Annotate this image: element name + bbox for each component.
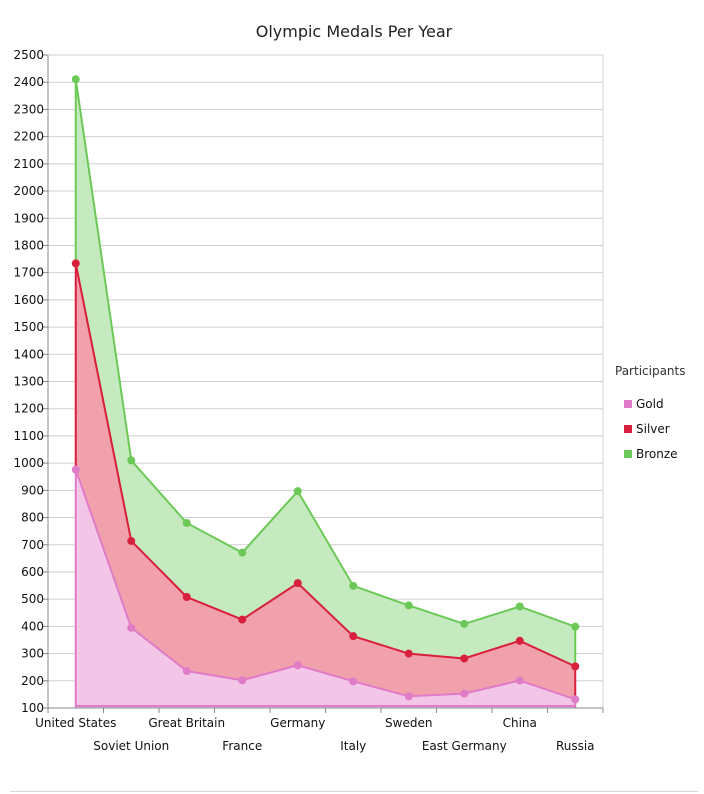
x-tick-label: Germany	[270, 716, 325, 730]
point-gold[interactable]	[571, 695, 580, 704]
x-tick-label: China	[503, 716, 537, 730]
y-tick-label: 2300	[13, 102, 44, 116]
point-silver[interactable]	[571, 662, 580, 671]
y-tick-label: 500	[21, 592, 44, 606]
legend-label-bronze[interactable]: Bronze	[636, 447, 678, 461]
point-bronze[interactable]	[71, 75, 80, 84]
point-bronze[interactable]	[460, 619, 469, 628]
legend-swatch-silver	[624, 425, 632, 433]
y-tick-label: 300	[21, 647, 44, 661]
y-tick-label: 2500	[13, 48, 44, 62]
y-tick-label: 1800	[13, 238, 44, 252]
point-silver[interactable]	[460, 654, 469, 663]
legend-swatch-bronze	[624, 450, 632, 458]
y-tick-label: 1700	[13, 266, 44, 280]
point-bronze[interactable]	[515, 602, 524, 611]
line-bronze	[74, 79, 576, 628]
point-gold[interactable]	[349, 677, 358, 686]
series-areas	[75, 79, 576, 708]
line-silver	[74, 263, 576, 668]
point-bronze[interactable]	[571, 622, 580, 631]
point-gold[interactable]	[515, 676, 524, 685]
point-silver[interactable]	[293, 579, 302, 588]
x-axis-ticks: United States Soviet Union Great Britain Fr…	[35, 708, 604, 753]
point-silver[interactable]	[515, 636, 524, 645]
y-tick-label: 1100	[13, 429, 44, 443]
x-tick-label: Italy	[340, 739, 366, 753]
point-bronze[interactable]	[238, 548, 247, 557]
series-points	[71, 75, 580, 704]
point-gold[interactable]	[460, 689, 469, 698]
x-tick-label: France	[222, 739, 262, 753]
y-axis-ticks: 100 200 300 400 500 600 700 800 900 1000 1100 1200 1…	[13, 48, 48, 715]
point-gold[interactable]	[71, 465, 80, 474]
point-bronze[interactable]	[182, 518, 191, 527]
point-bronze[interactable]	[404, 601, 413, 610]
legend: Participants Gold Silver Bronze	[615, 364, 686, 461]
point-silver[interactable]	[71, 259, 80, 268]
y-tick-label: 1400	[13, 347, 44, 361]
y-tick-label: 1200	[13, 402, 44, 416]
point-silver[interactable]	[238, 615, 247, 624]
legend-label-gold[interactable]: Gold	[636, 397, 664, 411]
area-silver	[75, 263, 576, 700]
point-gold[interactable]	[293, 661, 302, 670]
area-bronze	[75, 79, 576, 667]
legend-swatch-gold	[624, 400, 632, 408]
y-tick-label: 2200	[13, 130, 44, 144]
y-tick-label: 1500	[13, 320, 44, 334]
y-tick-label: 400	[21, 619, 44, 633]
x-tick-label: Sweden	[385, 716, 432, 730]
footer-divider	[10, 791, 698, 792]
x-tick-label: Russia	[556, 739, 595, 753]
point-bronze[interactable]	[349, 581, 358, 590]
point-gold[interactable]	[127, 623, 136, 632]
y-tick-label: 600	[21, 565, 44, 579]
y-tick-label: 800	[21, 511, 44, 525]
y-tick-label: 1900	[13, 211, 44, 225]
point-bronze[interactable]	[293, 487, 302, 496]
point-gold[interactable]	[404, 692, 413, 701]
point-gold[interactable]	[182, 666, 191, 675]
point-bronze[interactable]	[127, 456, 136, 465]
point-silver[interactable]	[404, 649, 413, 658]
point-silver[interactable]	[349, 632, 358, 641]
y-tick-label: 1000	[13, 456, 44, 470]
line-gold	[74, 469, 576, 701]
y-tick-label: 700	[21, 538, 44, 552]
y-tick-label: 100	[21, 701, 44, 715]
chart-title: Olympic Medals Per Year	[256, 22, 453, 41]
y-tick-label: 1600	[13, 293, 44, 307]
area-gold	[75, 469, 576, 708]
y-tick-label: 900	[21, 483, 44, 497]
y-tick-label: 2000	[13, 184, 44, 198]
y-tick-label: 1300	[13, 375, 44, 389]
y-tick-label: 2100	[13, 157, 44, 171]
point-gold[interactable]	[238, 676, 247, 685]
y-tick-label: 2400	[13, 75, 44, 89]
x-tick-label: Great Britain	[148, 716, 225, 730]
legend-title: Participants	[615, 364, 686, 378]
x-tick-label: Soviet Union	[93, 739, 169, 753]
y-tick-label: 200	[21, 674, 44, 688]
legend-label-silver[interactable]: Silver	[636, 422, 670, 436]
point-silver[interactable]	[182, 592, 191, 601]
x-tick-label: United States	[35, 716, 116, 730]
x-tick-label: East Germany	[422, 739, 507, 753]
point-silver[interactable]	[127, 536, 136, 545]
series-lines	[74, 79, 577, 708]
